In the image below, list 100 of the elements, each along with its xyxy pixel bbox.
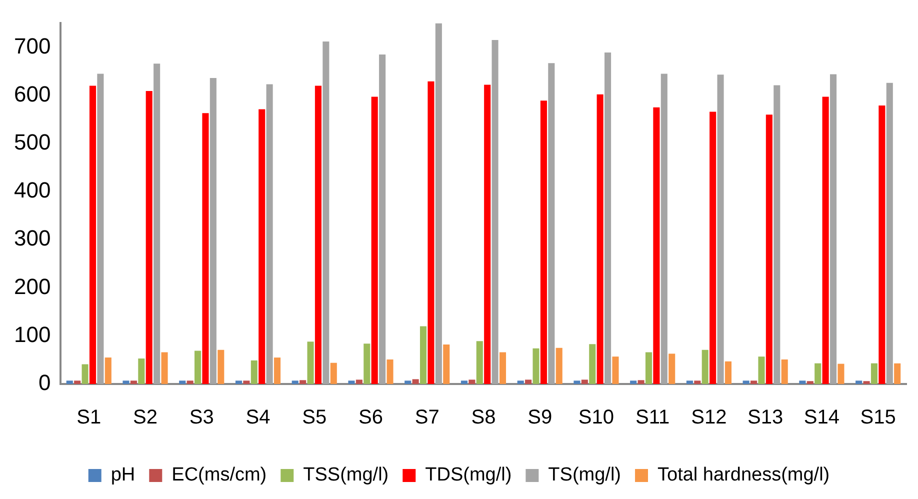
bar (74, 380, 81, 384)
bar (468, 380, 476, 384)
bar (630, 380, 637, 384)
bar (645, 352, 652, 384)
bar (307, 342, 314, 384)
bar (856, 380, 862, 384)
bar (702, 350, 708, 384)
bar (218, 350, 224, 384)
bar (258, 109, 266, 384)
bar (186, 380, 194, 384)
bar (604, 52, 612, 384)
bar (878, 105, 886, 384)
bar (179, 380, 186, 384)
bar (364, 344, 370, 384)
x-tick-label: S9 (528, 406, 552, 429)
bar (154, 64, 160, 384)
bar (668, 354, 676, 384)
x-tick-label: S11 (636, 406, 670, 429)
bar (766, 114, 772, 384)
bar (386, 359, 394, 384)
bar (686, 380, 693, 384)
bar (89, 86, 96, 384)
legend-label: EC(ms/cm) (172, 464, 267, 486)
legend-label: TSS(mg/l) (303, 464, 389, 486)
bar (210, 78, 216, 384)
bar (653, 107, 660, 384)
bar (330, 362, 337, 384)
bar (799, 380, 806, 384)
bar (420, 326, 427, 384)
y-tick-label: 200 (14, 274, 51, 299)
bar (348, 380, 355, 384)
bar (322, 41, 330, 384)
bar (548, 63, 555, 384)
bar (379, 54, 386, 384)
bar (499, 352, 506, 384)
bar (781, 359, 788, 384)
bar (870, 363, 878, 384)
x-tick-label: S10 (578, 406, 614, 429)
bar (750, 380, 758, 384)
bar (814, 363, 822, 384)
bar (235, 380, 242, 384)
y-tick-label: 700 (14, 33, 51, 58)
bar (758, 356, 765, 384)
bar (532, 348, 540, 384)
x-tick-label: S13 (748, 406, 784, 429)
y-tick-label: 100 (14, 322, 51, 347)
bar (484, 84, 491, 384)
y-tick-label: 0 (38, 370, 51, 396)
bar (97, 74, 104, 384)
bar (724, 361, 732, 384)
bar (638, 380, 644, 384)
bar (886, 82, 893, 384)
x-tick-label: S3 (189, 406, 214, 429)
y-tick-label: 300 (14, 226, 51, 251)
bar (774, 85, 780, 384)
bar (863, 381, 870, 384)
x-tick-label: S6 (358, 406, 383, 429)
legend-label: TDS(mg/l) (425, 464, 512, 486)
x-tick-label: S5 (302, 406, 327, 429)
bar (82, 364, 88, 384)
bar (250, 360, 258, 384)
bar (492, 40, 498, 384)
bar (581, 380, 588, 384)
bar (476, 341, 483, 384)
x-tick-label: S7 (414, 406, 440, 429)
bar (274, 358, 281, 384)
bar (710, 112, 716, 384)
bar (822, 96, 829, 384)
bar (596, 94, 604, 384)
bar (292, 380, 298, 384)
x-tick-label: S15 (860, 406, 896, 429)
bar (412, 379, 419, 384)
x-tick-label: S14 (804, 406, 840, 429)
bar (460, 380, 468, 384)
x-tick-label: S12 (691, 406, 727, 429)
bar (574, 380, 580, 384)
bar (138, 358, 145, 384)
bar (243, 380, 250, 384)
bar (556, 348, 562, 384)
bar (830, 74, 837, 384)
legend-label: Total hardness(mg/l) (658, 464, 830, 486)
bar (146, 91, 152, 384)
bar (443, 344, 450, 384)
legend-label: pH (110, 464, 136, 486)
bar (356, 380, 362, 384)
bar (612, 356, 619, 384)
y-tick-label: 400 (14, 178, 51, 203)
bar (66, 380, 73, 384)
bar (266, 84, 273, 384)
bar (717, 74, 724, 384)
bar (517, 380, 524, 384)
bar (161, 352, 168, 384)
bar (314, 86, 322, 384)
bar (371, 96, 378, 384)
bar (130, 380, 137, 384)
bar (806, 381, 814, 384)
bar (435, 23, 442, 384)
bar (525, 380, 532, 384)
bar (694, 380, 701, 384)
x-tick-label: S2 (133, 406, 158, 429)
